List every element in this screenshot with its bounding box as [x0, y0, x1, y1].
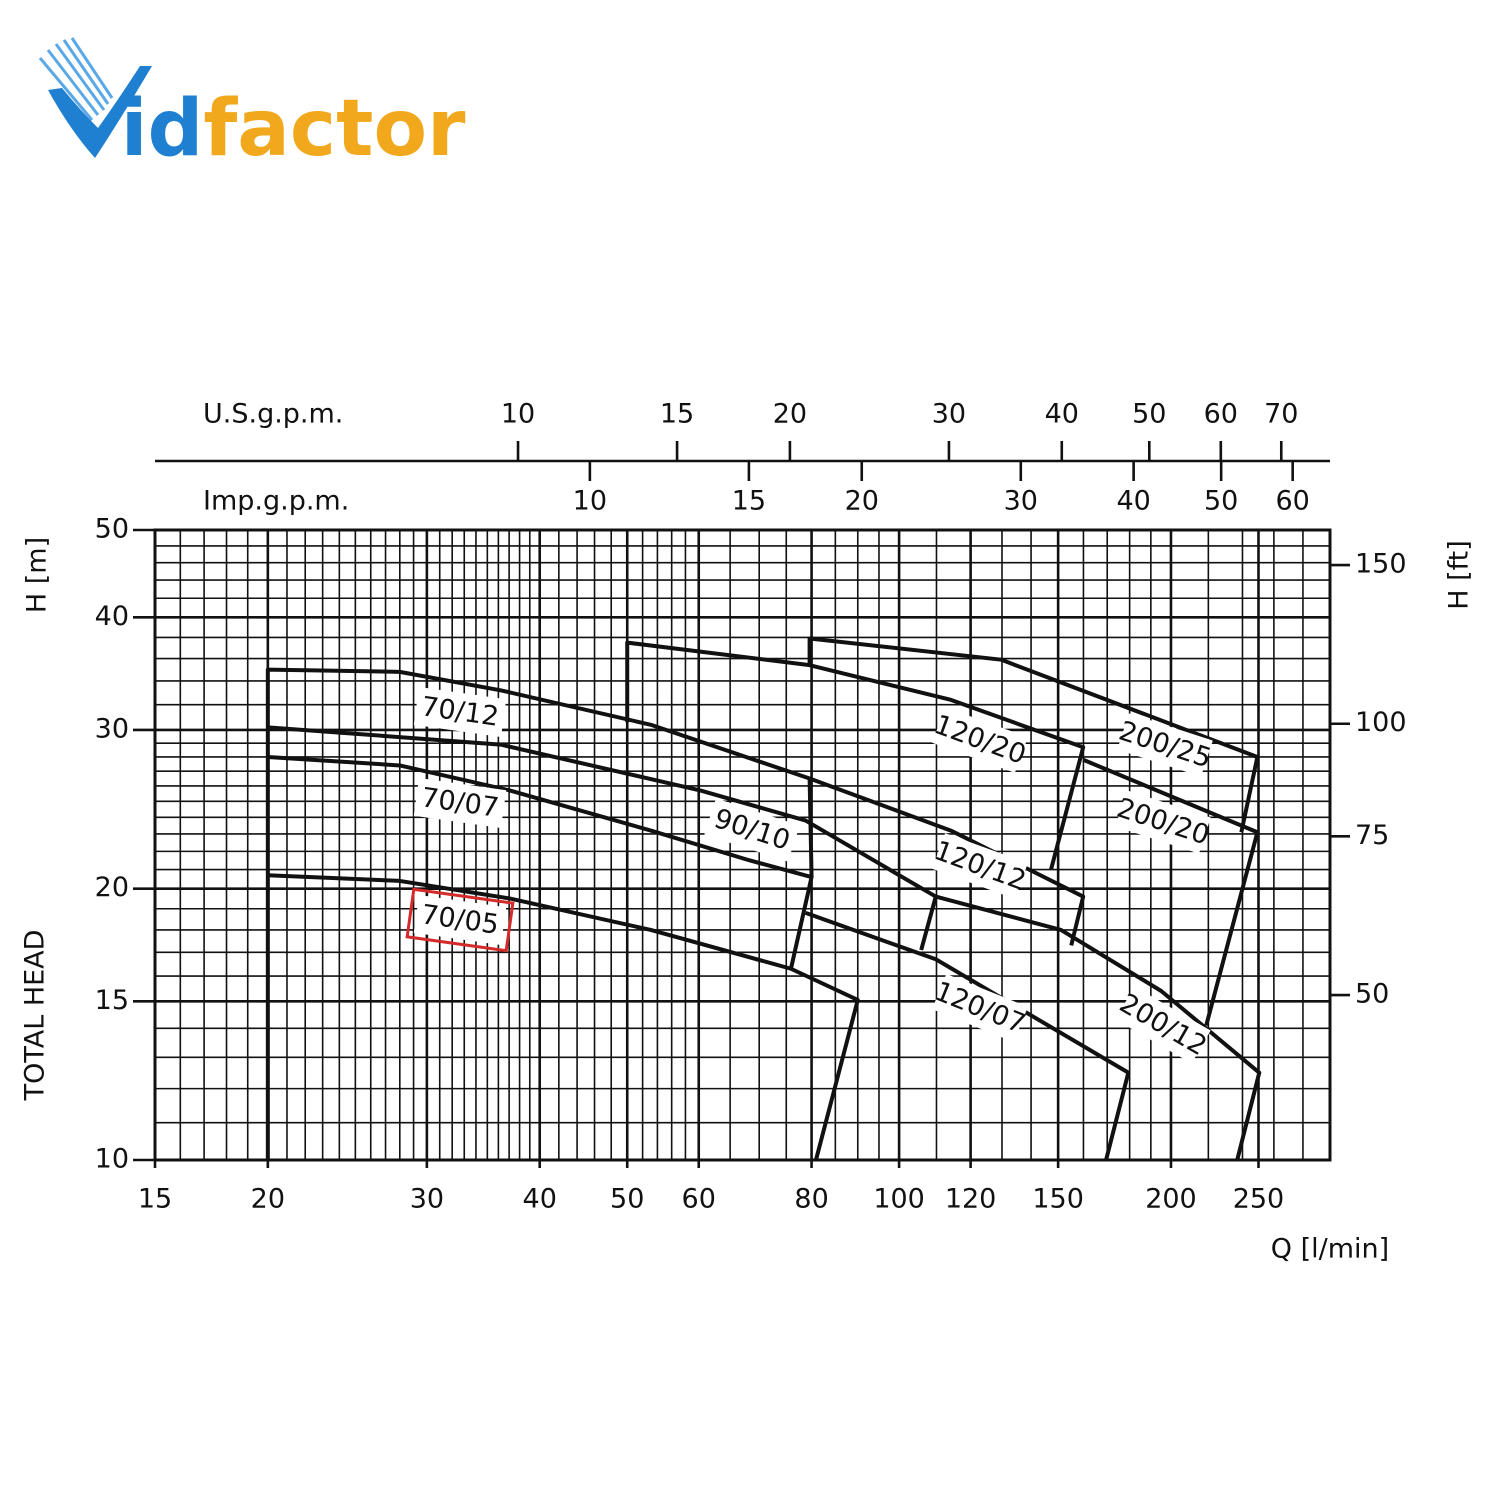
- pump-curve: [1082, 757, 1260, 1027]
- y-tick-label: 10: [95, 1144, 129, 1175]
- top-tick-label: 50: [1132, 399, 1166, 430]
- top-tick-label: 15: [660, 399, 694, 430]
- top-tick-label: 20: [845, 486, 879, 517]
- top-tick-label: 60: [1204, 399, 1238, 430]
- pump-curve: [267, 754, 814, 970]
- pump-curve: [267, 873, 860, 1161]
- logo-mark: [48, 66, 152, 158]
- top-tick-label: 20: [773, 399, 807, 430]
- x-tick-label: 50: [610, 1184, 644, 1215]
- x-tick-label: 80: [794, 1184, 828, 1215]
- top-tick-label: 15: [732, 486, 766, 517]
- top-tick-label: 40: [1045, 399, 1079, 430]
- x-axis-label: Q [l/min]: [1271, 1234, 1389, 1265]
- pump-curve: [267, 725, 938, 951]
- curve-label: 120/20: [930, 707, 1030, 773]
- top-axis-label: U.S.g.p.m.: [203, 399, 343, 430]
- label-halo: [932, 707, 1028, 773]
- y2-tick-label: 100: [1355, 707, 1407, 738]
- x-tick-label: 200: [1145, 1184, 1197, 1215]
- pump-curve: [935, 894, 1262, 1161]
- highlight-box: [405, 887, 515, 953]
- logo-blue: id: [121, 84, 204, 174]
- y2-tick-label: 150: [1355, 549, 1407, 580]
- plot-frame: [153, 528, 1332, 1162]
- top-tick-label: 30: [932, 399, 966, 430]
- curve-label: 200/20: [1113, 790, 1213, 854]
- logo-text: Vidfactor: [120, 84, 466, 174]
- label-halo: [413, 687, 507, 737]
- y2-tick-label: 50: [1355, 979, 1389, 1010]
- x-tick-label: 60: [682, 1184, 716, 1215]
- x-tick-label: 40: [523, 1184, 557, 1215]
- label-halo: [1115, 790, 1211, 854]
- x-tick-label: 150: [1032, 1184, 1084, 1215]
- pump-curve: [625, 640, 1086, 871]
- y2-tick-label: 75: [1355, 820, 1389, 851]
- curve-label: 200/12: [1114, 986, 1212, 1064]
- top-tick-label: 60: [1275, 486, 1309, 517]
- y-axis-label: H [m]: [22, 537, 53, 613]
- label-halo: [932, 833, 1028, 899]
- label-halo: [413, 778, 507, 828]
- curve-label-text: 120/20: [930, 709, 1030, 771]
- y-tick-label: 15: [95, 985, 129, 1016]
- top-tick-label: 40: [1116, 486, 1150, 517]
- pump-curve: [804, 911, 1131, 1161]
- y-tick-label: 50: [95, 514, 129, 545]
- y-tick-label: 30: [95, 713, 129, 744]
- x-tick-label: 120: [945, 1184, 997, 1215]
- label-halo: [704, 798, 800, 862]
- curve-label: 70/05: [405, 887, 515, 953]
- logo: Vidfactor: [38, 37, 466, 174]
- label-halo: [1115, 986, 1211, 1064]
- top-tick-label: 10: [573, 486, 607, 517]
- curves: 70/1270/0770/0590/10120/20120/12120/0720…: [265, 636, 1262, 1161]
- label-halo: [1117, 713, 1213, 777]
- y-axis-label-2: TOTAL HEAD: [20, 930, 51, 1102]
- top-tick-label: 50: [1204, 486, 1238, 517]
- x-tick-label: 20: [251, 1184, 285, 1215]
- label-halo: [932, 973, 1028, 1043]
- top-tick-label: 30: [1004, 486, 1038, 517]
- axis-labels: Q [l/min] H [m] TOTAL HEAD H [ft] 15 20 30…: [20, 399, 1475, 1265]
- x-tick-label: 100: [873, 1184, 925, 1215]
- curve-label: 70/12: [413, 687, 507, 737]
- pump-curve: [807, 636, 1260, 833]
- logo-orange: factor: [203, 84, 466, 174]
- y-tick-label: 40: [95, 601, 129, 632]
- label-halo: [413, 895, 507, 945]
- y2-axis-label: H [ft]: [1444, 540, 1475, 610]
- top-axis-label: Imp.g.p.m.: [203, 486, 349, 517]
- y-tick-label: 20: [95, 872, 129, 903]
- curve-label: 70/07: [413, 778, 507, 828]
- top-tick-label: 70: [1264, 399, 1298, 430]
- x-tick-label: 30: [410, 1184, 444, 1215]
- x-tick-label: 15: [138, 1184, 172, 1215]
- top-tick-label: 10: [501, 399, 535, 430]
- logo-feathers: [38, 37, 114, 121]
- logo-initial: V: [120, 134, 121, 136]
- x-tick-label: 250: [1233, 1184, 1285, 1215]
